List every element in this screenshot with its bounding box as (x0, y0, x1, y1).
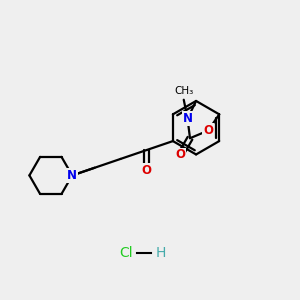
Text: Cl: Cl (119, 245, 133, 260)
Text: O: O (142, 164, 152, 177)
Text: N: N (67, 169, 77, 182)
Text: CH₃: CH₃ (174, 86, 194, 96)
Text: N: N (182, 112, 193, 125)
Text: H: H (155, 245, 166, 260)
Text: O: O (203, 124, 213, 137)
Text: O: O (175, 148, 185, 161)
